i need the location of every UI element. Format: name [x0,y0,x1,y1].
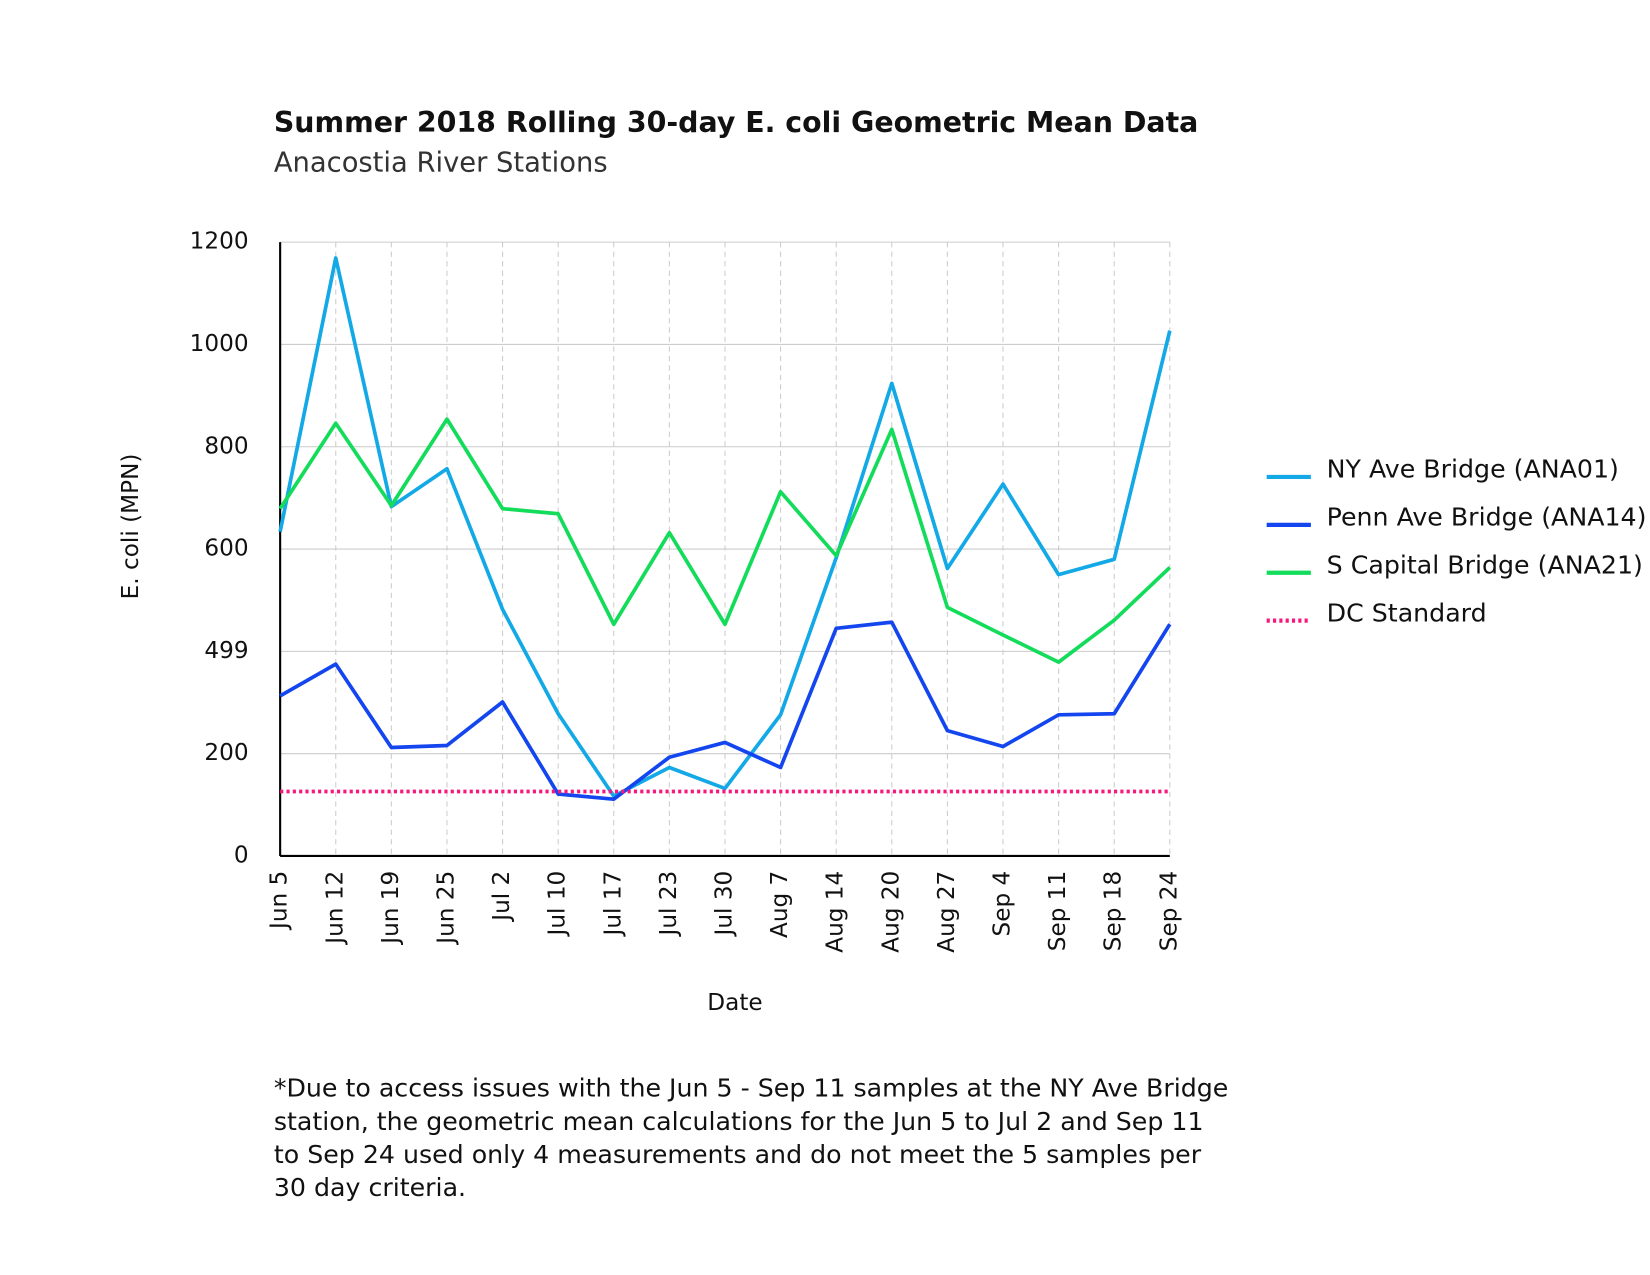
footnote: to Sep 24 used only 4 measurements and d… [274,1140,1202,1169]
series-line [278,256,1172,798]
footnote: 30 day criteria. [274,1173,466,1202]
x-tick-label: Sep 4 [989,871,1015,937]
y-tick-label: 600 [204,536,248,562]
x-tick-label: Jul 23 [656,871,682,938]
footnote: *Due to access issues with the Jun 5 - S… [274,1074,1229,1103]
x-tick-label: Aug 7 [767,871,793,938]
x-tick-label: Jun 5 [267,871,293,931]
x-tick-label: Jul 30 [711,871,737,938]
x-tick-label: Aug 27 [934,871,960,953]
x-tick-label: Jul 17 [600,871,626,938]
legend-label: NY Ave Bridge (ANA01) [1327,455,1619,484]
x-tick-label: Jun 19 [378,871,404,946]
x-tick-label: Sep 11 [1045,871,1071,951]
footnote: station, the geometric mean calculations… [274,1107,1204,1136]
x-tick-label: Sep 24 [1156,871,1182,951]
x-tick-label: Aug 14 [823,871,849,953]
y-tick-label: 1000 [190,331,249,357]
x-tick-label: Jul 2 [489,871,515,923]
y-tick-label: 1200 [190,229,249,255]
y-tick-label: 0 [234,842,249,868]
series-line [278,417,1172,664]
x-axis-label: Date [707,990,762,1016]
chart-title: Summer 2018 Rolling 30-day E. coli Geome… [274,106,1199,139]
legend-label: Penn Ave Bridge (ANA14) [1327,503,1647,532]
y-tick-label: 800 [204,433,248,459]
y-axis-label: E. coli (MPN) [118,454,144,600]
x-tick-label: Jul 10 [545,871,571,938]
y-tick-label: 200 [204,740,248,766]
chart-subtitle: Anacostia River Stations [274,148,608,179]
series-line [279,620,1172,802]
x-tick-label: Sep 18 [1101,871,1127,951]
legend-label: DC Standard [1327,598,1487,627]
x-tick-label: Jun 25 [433,871,459,946]
x-tick-label: Jun 12 [322,871,348,946]
y-tick-label: 499 [204,638,248,664]
x-tick-label: Aug 20 [878,871,904,953]
legend-label: S Capital Bridge (ANA21) [1327,550,1643,579]
